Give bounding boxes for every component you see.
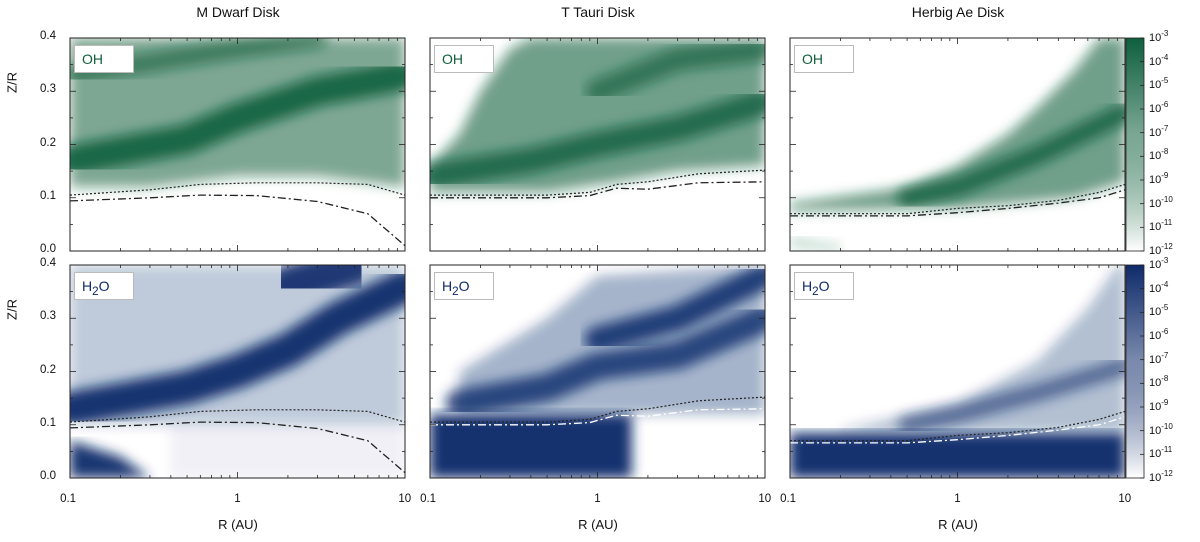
colorbar-tick-label: 10-7 xyxy=(1149,123,1169,139)
boundary-dotted-line xyxy=(430,396,766,423)
y-tick-label: 0.2 xyxy=(40,363,56,376)
boundary-dotted-line xyxy=(790,410,1126,442)
heatmap-field xyxy=(430,38,765,193)
species-label: H2O xyxy=(434,272,494,300)
colorbar-tick-label: 10-12 xyxy=(1149,242,1173,257)
boundary-dashdot-line xyxy=(790,189,1126,217)
boundary-dotted-line xyxy=(69,409,406,423)
y-tick-label: 0.4 xyxy=(40,257,56,269)
column-title: T Tauri Disk xyxy=(561,4,635,20)
x-axis-label: R (AU) xyxy=(938,517,978,532)
species-label: H2O xyxy=(74,272,134,300)
y-tick-label: 0.1 xyxy=(40,416,56,429)
y-tick-label: 0.0 xyxy=(40,243,56,255)
colorbar-tick-label: 10-11 xyxy=(1149,445,1173,461)
heatmap-field xyxy=(70,38,405,188)
colorbar-tick-label: 10-12 xyxy=(1149,469,1173,484)
x-axis-label: R (AU) xyxy=(578,517,618,532)
y-axis-label: Z/R xyxy=(4,71,20,93)
colorbar-tick-label: 10-11 xyxy=(1149,218,1173,234)
colorbar-tick-label: 10-10 xyxy=(1149,194,1173,210)
y-tick-label: 0.4 xyxy=(40,30,56,42)
column-title: M Dwarf Disk xyxy=(196,4,280,20)
colorbar xyxy=(1125,264,1145,479)
colorbar xyxy=(1125,37,1145,252)
species-label: OH xyxy=(434,45,494,73)
colorbar-tick-label: 10-10 xyxy=(1149,421,1173,437)
colorbar-tick-label: 10-6 xyxy=(1149,327,1169,342)
x-tick-label: 0.1 xyxy=(420,493,437,505)
colorbar-tick-label: 10-3 xyxy=(1149,29,1169,44)
heatmap-field xyxy=(790,265,1125,478)
x-tick-label: 10 xyxy=(398,493,412,505)
boundary-dashdot-line xyxy=(430,408,766,426)
column-title: Herbig Ae Disk xyxy=(911,4,1005,20)
x-tick-label: 0.1 xyxy=(60,493,77,505)
boundary-dotted-line xyxy=(69,182,406,196)
boundary-dashdot-line xyxy=(430,181,766,199)
colorbar-tick-label: 10-9 xyxy=(1149,171,1169,186)
x-tick-label: 10 xyxy=(758,493,772,505)
x-tick-label: 0.1 xyxy=(780,493,797,505)
species-label: OH xyxy=(74,45,134,73)
colorbar-tick-label: 10-6 xyxy=(1149,100,1169,115)
colorbar-tick-label: 10-5 xyxy=(1149,303,1169,319)
x-tick-label: 1 xyxy=(234,493,241,505)
colorbar-tick-label: 10-9 xyxy=(1149,398,1169,413)
colorbar-tick-label: 10-8 xyxy=(1149,147,1169,163)
boundary-dotted-line xyxy=(790,183,1126,215)
heatmap-field xyxy=(70,265,405,478)
y-axis-label: Z/R xyxy=(4,298,20,320)
heatmap-field xyxy=(790,38,1125,251)
y-tick-label: 0.3 xyxy=(40,310,56,323)
x-tick-label: 1 xyxy=(594,493,601,505)
colorbar-tick-label: 10-4 xyxy=(1149,52,1169,68)
boundary-dashdot-line xyxy=(790,416,1126,444)
boundary-dashdot-line xyxy=(69,421,406,474)
species-label: OH xyxy=(794,45,854,73)
x-axis-label: R (AU) xyxy=(218,517,258,532)
x-tick-label: 1 xyxy=(954,493,961,505)
y-tick-label: 0.2 xyxy=(40,136,56,149)
species-label: H2O xyxy=(794,272,854,300)
colorbar-tick-label: 10-8 xyxy=(1149,374,1169,390)
colorbar-tick-label: 10-5 xyxy=(1149,76,1169,92)
x-tick-label: 10 xyxy=(1118,493,1132,505)
colorbar-tick-label: 10-7 xyxy=(1149,350,1169,366)
y-tick-label: 0.1 xyxy=(40,189,56,202)
boundary-dotted-line xyxy=(430,169,766,196)
heatmap-field xyxy=(430,265,765,478)
boundary-dashdot-line xyxy=(69,194,406,247)
colorbar-tick-label: 10-3 xyxy=(1149,256,1169,271)
y-tick-label: 0.3 xyxy=(40,83,56,96)
y-tick-label: 0.0 xyxy=(40,470,56,482)
colorbar-tick-label: 10-4 xyxy=(1149,279,1169,295)
